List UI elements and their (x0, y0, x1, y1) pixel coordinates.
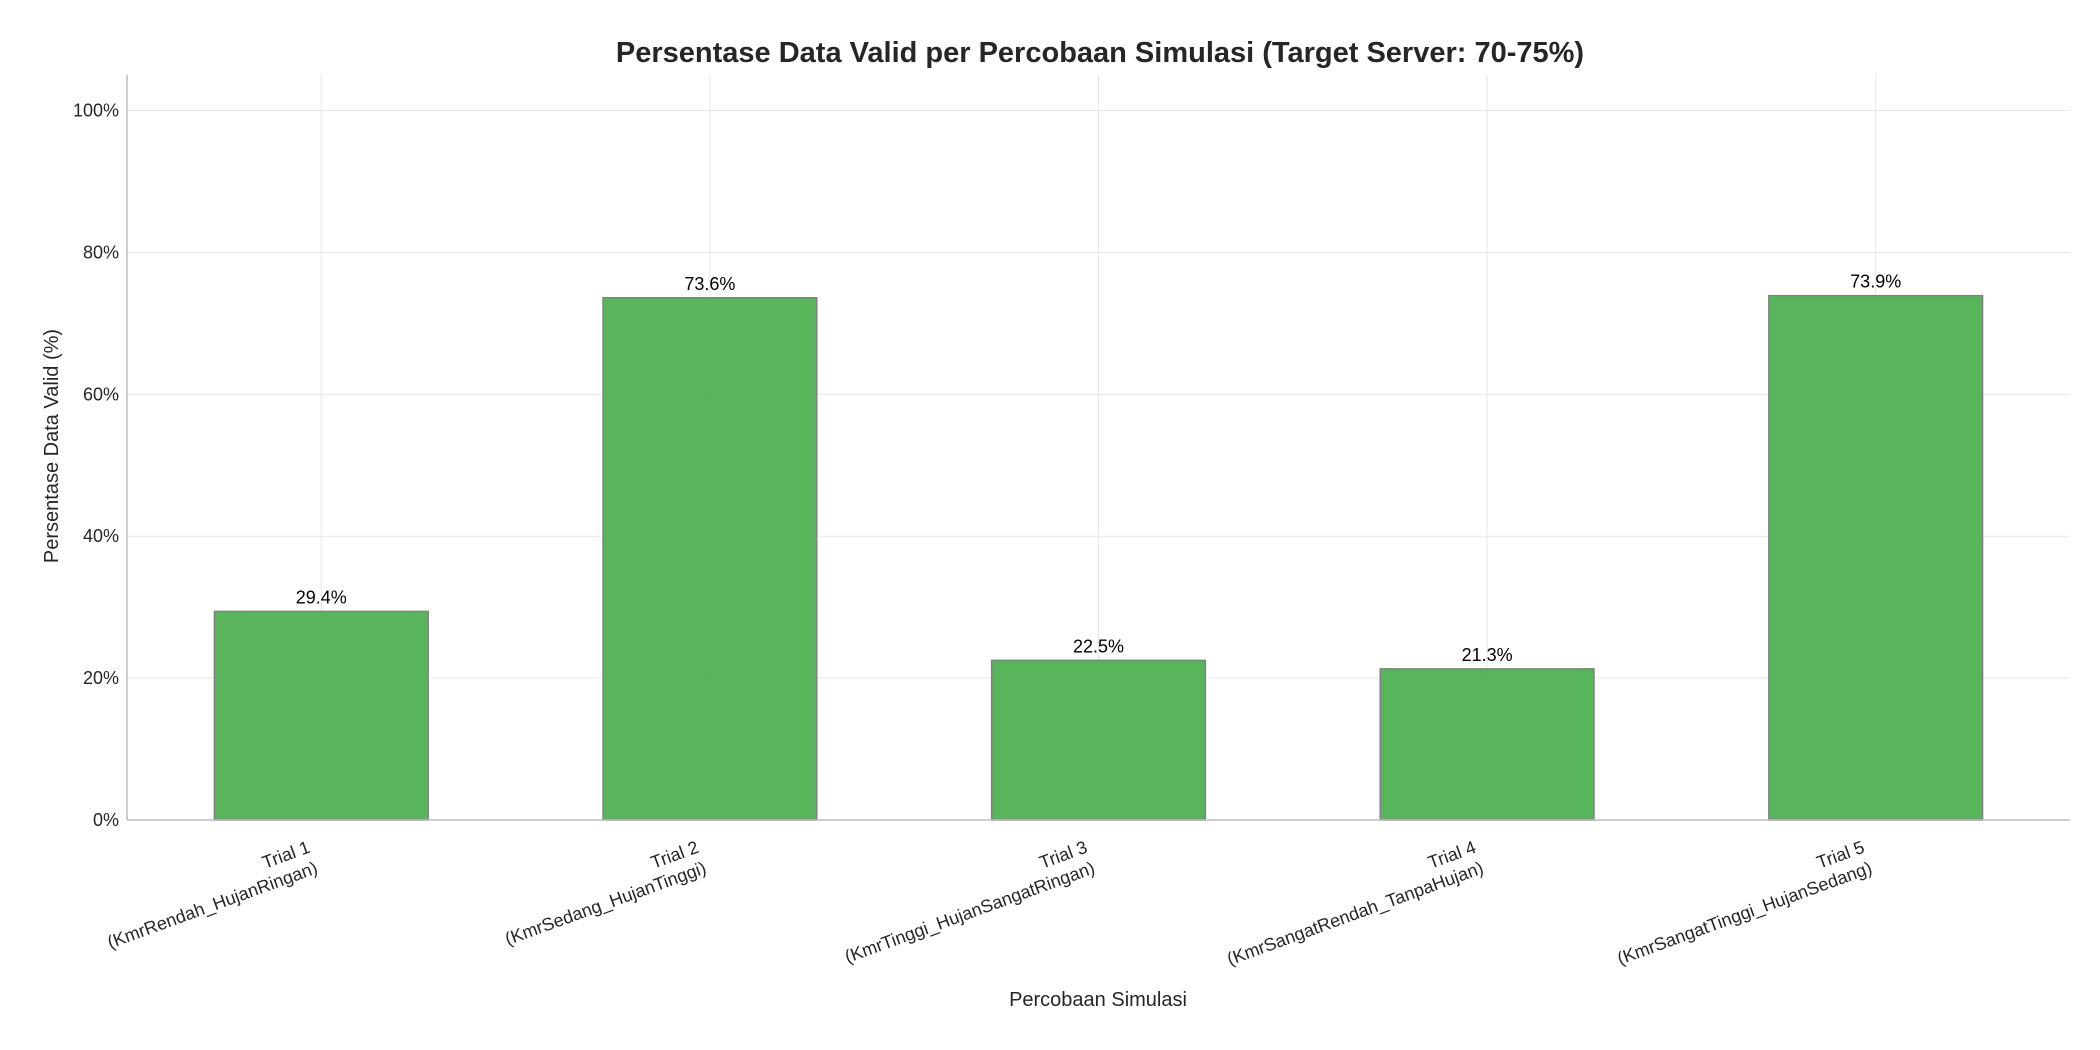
x-tick-label-line: (KmrRendah_HujanRingan) (105, 858, 321, 954)
y-axis-label: Persentase Data Valid (%) (41, 329, 63, 563)
y-tick-label: 60% (83, 384, 119, 404)
bar-value-label: 73.6% (684, 274, 735, 294)
bar (213, 610, 429, 821)
x-axis-label: Percobaan Simulasi (1009, 989, 1187, 1011)
bar (1768, 294, 1984, 821)
axes (126, 75, 2070, 821)
bar-value-label: 21.3% (1462, 645, 1513, 665)
x-tick-label-line: (KmrTinggi_HujanSangatRingan) (842, 858, 1098, 968)
x-tick-label: Trial 4(KmrSangatRendah_TanpaHujan) (1217, 837, 1487, 970)
chart-title: Persentase Data Valid per Percobaan Simu… (616, 37, 1584, 69)
bar-value-label: 29.4% (296, 587, 347, 607)
x-tick-label-line: (KmrSangatRendah_TanpaHujan) (1224, 858, 1486, 970)
x-tick-label: Trial 2(KmrSedang_HujanTinggi) (495, 837, 709, 950)
y-tick-label: 0% (93, 810, 119, 830)
y-tick-label: 100% (73, 100, 119, 120)
bar-value-label: 22.5% (1073, 636, 1124, 656)
x-tick-label: Trial 1(KmrRendah_HujanRingan) (97, 837, 320, 953)
x-tick-label-line: (KmrSangatTinggi_HujanSedang) (1615, 858, 1875, 970)
bar (602, 297, 818, 821)
x-tick-label: Trial 3(KmrTinggi_HujanSangatRingan) (834, 837, 1097, 968)
y-tick-label: 80% (83, 242, 119, 262)
bar-value-label: 73.9% (1850, 272, 1901, 292)
y-tick-label: 20% (83, 668, 119, 688)
bar (990, 659, 1207, 821)
bar (1379, 668, 1595, 821)
x-tick-label: Trial 5(KmrSangatTinggi_HujanSedang) (1607, 837, 1875, 970)
y-tick-label: 40% (83, 526, 119, 546)
labels: 0% 20% 40% 60% 80% 100% 29.4% 73.6% 22.5% 21.3% 73… (73, 100, 1901, 970)
bars (213, 294, 1984, 821)
x-tick-label-line: (KmrSedang_HujanTinggi) (502, 858, 709, 950)
grid-lines (127, 75, 2070, 821)
